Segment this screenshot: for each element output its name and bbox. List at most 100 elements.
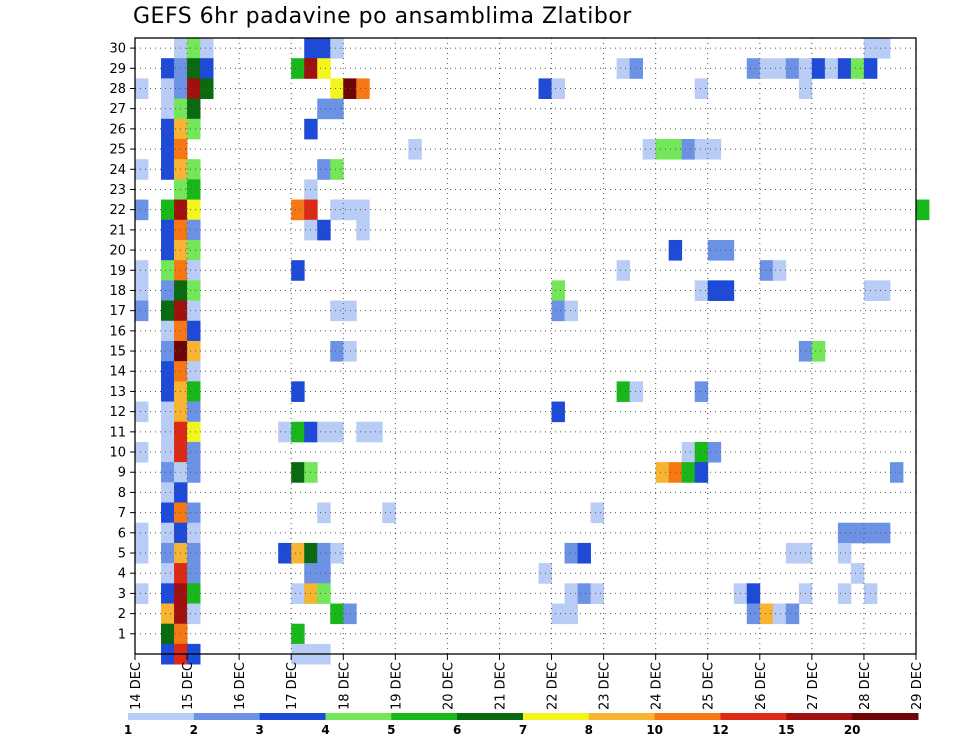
heatmap-cell: [135, 441, 149, 463]
heatmap-cell: [161, 340, 175, 362]
x-tick-label: 23 DEC: [598, 662, 613, 710]
legend-swatch: [193, 713, 261, 720]
heatmap-cell: [694, 78, 709, 99]
heatmap-cell: [317, 38, 331, 59]
heatmap-cell: [278, 421, 292, 443]
heatmap-cell: [161, 219, 175, 241]
y-tick-label: 20: [109, 244, 126, 259]
heatmap-cell: [369, 421, 383, 443]
heatmap-cell: [135, 522, 149, 544]
y-tick-label: 4: [118, 567, 126, 582]
heatmap-cell: [187, 542, 201, 564]
x-tick-label: 15 DEC: [181, 662, 196, 710]
x-axis: 14 DEC 15 DEC 16 DEC 17 DEC 18 DEC 19 DEC 20 D…: [129, 654, 925, 710]
y-tick-label: 6: [118, 526, 126, 541]
y-tick-label: 7: [118, 506, 126, 521]
heatmap-cell: [291, 462, 305, 483]
heatmap-cell: [187, 502, 201, 524]
y-tick-label: 13: [109, 385, 126, 400]
heatmap-cell: [629, 58, 644, 79]
heatmap-cell: [785, 58, 800, 79]
heatmap-cell: [317, 583, 331, 604]
heatmap-cell: [837, 542, 852, 564]
heatmap-cell: [564, 583, 578, 604]
y-tick-label: 2: [118, 607, 126, 622]
y-tick-label: 26: [109, 122, 126, 137]
heatmap-cell: [187, 320, 201, 342]
x-tick-label: 26 DEC: [754, 662, 769, 710]
heatmap-cell: [161, 542, 175, 564]
heatmap-cell: [135, 583, 149, 604]
heatmap-cell: [811, 58, 826, 79]
heatmap-cell: [330, 340, 344, 362]
heatmap-cell: [811, 340, 826, 362]
heatmap-cell: [330, 603, 344, 625]
y-tick-label: 1: [118, 627, 126, 642]
heatmap-cell: [824, 58, 839, 79]
heatmap-cell: [356, 421, 370, 443]
heatmap-cell: [161, 199, 175, 221]
heatmap-cell: [187, 603, 201, 625]
heatmap-cell: [161, 462, 175, 483]
heatmap-cell: [291, 623, 305, 645]
heatmap-cell: [317, 219, 331, 241]
x-tick-label: 25 DEC: [702, 662, 717, 710]
heatmap-cell: [629, 381, 644, 402]
legend-swatch: [457, 713, 524, 720]
heatmap-cell: [694, 462, 709, 483]
legend-label: 1: [124, 723, 132, 737]
heatmap-cell: [889, 462, 904, 483]
heatmap-cell: [694, 441, 709, 463]
y-tick-label: 30: [109, 42, 126, 57]
heatmap-cell: [707, 239, 722, 261]
x-tick-label: 29 DEC: [910, 662, 925, 710]
y-tick-label: 3: [118, 587, 126, 602]
y-tick-label: 17: [109, 304, 126, 319]
heatmap-cell: [707, 441, 722, 463]
heatmap-cell: [876, 38, 891, 59]
heatmap-cell: [681, 138, 696, 160]
heatmap-cell: [564, 542, 578, 564]
heatmap-cell: [746, 58, 761, 79]
x-tick-label: 27 DEC: [806, 662, 821, 710]
heatmap-cell: [681, 441, 696, 463]
heatmap-cell: [161, 159, 175, 180]
heatmap-cell: [317, 563, 331, 584]
heatmap-cell: [330, 300, 344, 322]
heatmap-cell: [187, 159, 201, 180]
heatmap-cell: [330, 38, 344, 59]
y-tick-label: 22: [109, 203, 126, 218]
y-tick-label: 11: [109, 425, 126, 440]
heatmap-cell: [161, 441, 175, 463]
legend-label: 3: [255, 723, 263, 737]
heatmap-cell: [551, 603, 565, 625]
heatmap-cell: [135, 199, 149, 221]
heatmap-cell: [161, 361, 175, 382]
heatmap-cell: [746, 583, 761, 604]
heatmap-cell: [876, 280, 891, 301]
heatmap-cell: [694, 381, 709, 402]
heatmap-cell: [187, 239, 201, 261]
legend-swatch: [128, 713, 195, 720]
heatmap-cell: [161, 623, 175, 645]
heatmap-cell: [655, 138, 670, 160]
y-tick-label: 27: [109, 102, 126, 117]
heatmap-cell: [746, 603, 761, 625]
heatmap-cell: [759, 58, 774, 79]
heatmap-cell: [564, 603, 578, 625]
heatmap-cell: [343, 78, 357, 99]
heatmap-cell: [161, 260, 175, 281]
heatmap-cell: [200, 78, 214, 99]
heatmap-cell: [161, 239, 175, 261]
heatmap-cell: [187, 219, 201, 241]
heatmap-cell: [187, 441, 201, 463]
heatmap-cell: [356, 199, 370, 221]
heatmap-cell: [187, 58, 201, 79]
heatmap-cell: [187, 199, 201, 221]
heatmap-cell: [291, 542, 305, 564]
heatmap-cell: [785, 603, 800, 625]
y-tick-label: 18: [109, 284, 126, 299]
heatmap-cell: [707, 138, 722, 160]
heatmap-cell: [759, 603, 774, 625]
legend-label: 7: [519, 723, 527, 737]
